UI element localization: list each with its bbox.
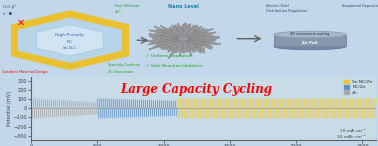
Text: Spatially-Confined: Spatially-Confined bbox=[108, 63, 141, 67]
Polygon shape bbox=[37, 24, 103, 56]
Y-axis label: Potential (mV): Potential (mV) bbox=[7, 91, 12, 126]
Text: H₂O β⁺: H₂O β⁺ bbox=[3, 5, 16, 9]
Text: High Porosity: High Porosity bbox=[56, 33, 84, 37]
Text: Electric Field: Electric Field bbox=[266, 4, 289, 8]
Text: Zn²⁺: Zn²⁺ bbox=[115, 10, 123, 14]
Text: Sn-N-C: Sn-N-C bbox=[63, 46, 77, 50]
Text: Distribution Regulation: Distribution Regulation bbox=[266, 9, 308, 13]
Text: ✓ Side Reaction Inhibition: ✓ Side Reaction Inhibition bbox=[146, 64, 202, 68]
Text: Sequential Deposition: Sequential Deposition bbox=[342, 4, 378, 8]
Polygon shape bbox=[14, 14, 125, 67]
Text: 10 mA cm⁻²: 10 mA cm⁻² bbox=[339, 128, 366, 133]
Text: 10 mAh cm⁻²: 10 mAh cm⁻² bbox=[337, 135, 366, 139]
Ellipse shape bbox=[274, 43, 346, 50]
Text: Large Capacity Cycling: Large Capacity Cycling bbox=[121, 83, 273, 96]
Polygon shape bbox=[274, 34, 346, 46]
Text: NC: NC bbox=[67, 40, 73, 44]
Text: ✓ Uniform Deposition: ✓ Uniform Deposition bbox=[146, 54, 192, 59]
Text: Zn Foil: Zn Foil bbox=[302, 41, 318, 45]
Legend: Sn NC/Zn, NC/Zn, Zn: Sn NC/Zn, NC/Zn, Zn bbox=[343, 79, 373, 96]
Polygon shape bbox=[146, 23, 221, 59]
Ellipse shape bbox=[274, 31, 346, 38]
Text: Fast Diffusion: Fast Diffusion bbox=[115, 4, 139, 8]
Text: ✕: ✕ bbox=[17, 17, 25, 27]
Text: e⁻ ●: e⁻ ● bbox=[3, 12, 12, 16]
Text: Zn Deposition: Zn Deposition bbox=[108, 70, 133, 74]
Text: 3D structured coating: 3D structured coating bbox=[290, 32, 330, 36]
Text: Nano Level: Nano Level bbox=[168, 4, 199, 9]
Text: Gradient Material Design: Gradient Material Design bbox=[2, 69, 48, 74]
